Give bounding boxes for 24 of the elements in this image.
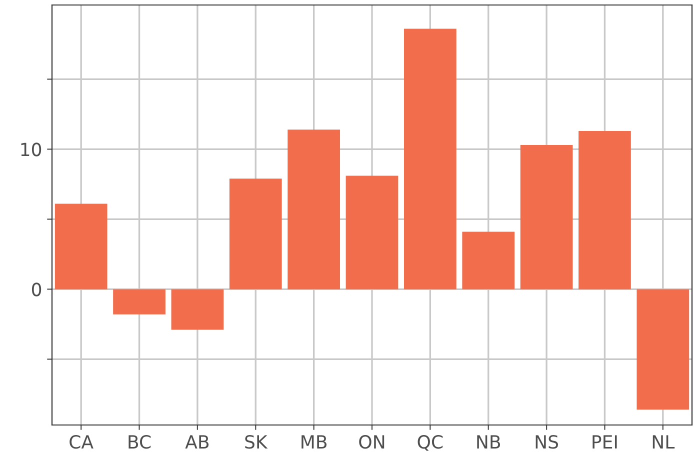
bar — [288, 130, 340, 290]
x-tick-label: PEI — [592, 435, 617, 448]
y-tick-label: 0 — [32, 282, 42, 296]
bar — [346, 176, 398, 290]
y-tick-label: 10 — [21, 142, 42, 156]
x-tick-label: SK — [245, 435, 268, 449]
x-tick-label: QC — [418, 435, 443, 451]
x-tick-label: NS — [536, 435, 558, 449]
x-tick-label: ON — [359, 435, 384, 449]
bar — [404, 28, 456, 290]
x-tick-label: NB — [477, 435, 500, 448]
x-tick-label: CA — [70, 435, 94, 449]
bar — [113, 289, 166, 314]
x-tick-label: BC — [128, 435, 151, 449]
x-tick-label: MB — [302, 435, 327, 448]
bar — [171, 289, 224, 330]
bar — [578, 131, 631, 290]
bar — [520, 145, 573, 290]
x-tick-label: NL — [652, 435, 675, 448]
x-tick-label: AB — [185, 435, 209, 448]
bar — [54, 204, 108, 290]
bar — [229, 178, 282, 290]
bar — [462, 232, 515, 290]
bar — [636, 289, 690, 410]
